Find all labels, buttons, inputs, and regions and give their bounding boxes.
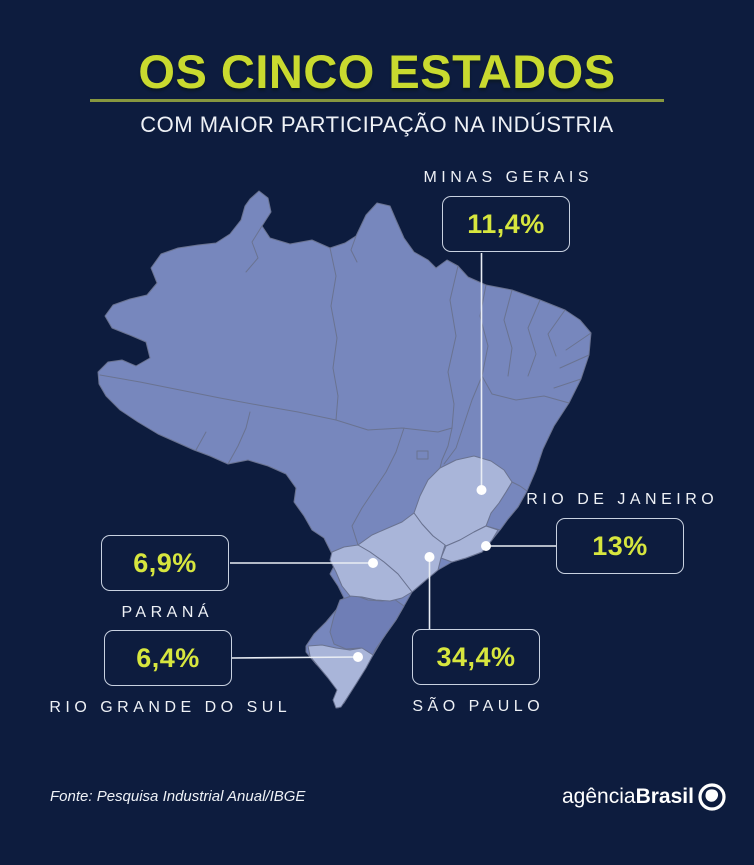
state-label: PARANÁ <box>121 604 214 621</box>
callout-rio-grande-do-sul: 6,4% RIO GRANDE DO SUL <box>49 630 287 718</box>
callout-parana: 6,9% PARANÁ <box>101 535 229 623</box>
connector-rio-grande-do-sul <box>231 656 359 659</box>
page-subtitle: COM MAIOR PARTICIPAÇÃO NA INDÚSTRIA <box>140 112 614 137</box>
callout-dots <box>353 485 491 662</box>
value-box: 6,9% <box>101 535 229 591</box>
value-box: 6,4% <box>104 630 232 686</box>
callout-minas-gerais: MINAS GERAIS 11,4% <box>423 168 589 252</box>
state-borders <box>99 225 592 546</box>
state-value: 6,4% <box>136 642 200 673</box>
state-label: RIO DE JANEIRO <box>526 491 719 508</box>
value-box: 11,4% <box>442 196 570 252</box>
logo-text-regular: agência <box>562 785 636 808</box>
state-label: MINAS GERAIS <box>423 169 594 186</box>
callout-sao-paulo: 34,4% SÃO PAULO <box>412 629 540 717</box>
state-label: SÃO PAULO <box>412 698 545 715</box>
dot-parana <box>368 558 378 568</box>
value-box: 34,4% <box>412 629 540 685</box>
state-parana <box>329 544 413 602</box>
page-title: OS CINCO ESTADOS <box>138 45 616 98</box>
logo-text-bold: Brasil <box>635 785 694 808</box>
dot-minas-gerais <box>476 485 487 495</box>
dot-rio-grande-do-sul <box>353 652 363 662</box>
state-value: 11,4% <box>467 208 545 239</box>
state-distrito-federal <box>416 450 429 460</box>
title-underline <box>90 99 664 102</box>
agencia-brasil-logo-icon <box>697 782 727 812</box>
agencia-brasil-logo: agência Brasil <box>562 782 727 812</box>
state-value: 34,4% <box>436 641 516 672</box>
dot-rio-de-janeiro <box>481 541 491 551</box>
dot-sao-paulo <box>424 552 435 562</box>
state-label: RIO GRANDE DO SUL <box>49 699 292 716</box>
state-value: 6,9% <box>133 547 197 578</box>
state-value: 13% <box>592 530 648 561</box>
value-box: 13% <box>556 518 684 574</box>
state-rio-grande-do-sul <box>307 644 374 709</box>
callout-connectors <box>230 253 556 659</box>
callout-rio-de-janeiro: RIO DE JANEIRO 13% <box>526 490 714 574</box>
highlighted-states <box>307 455 513 709</box>
state-rio-de-janeiro <box>440 525 499 563</box>
state-santa-catarina <box>329 594 405 656</box>
source-note: Fonte: Pesquisa Industrial Anual/IBGE <box>50 788 306 805</box>
